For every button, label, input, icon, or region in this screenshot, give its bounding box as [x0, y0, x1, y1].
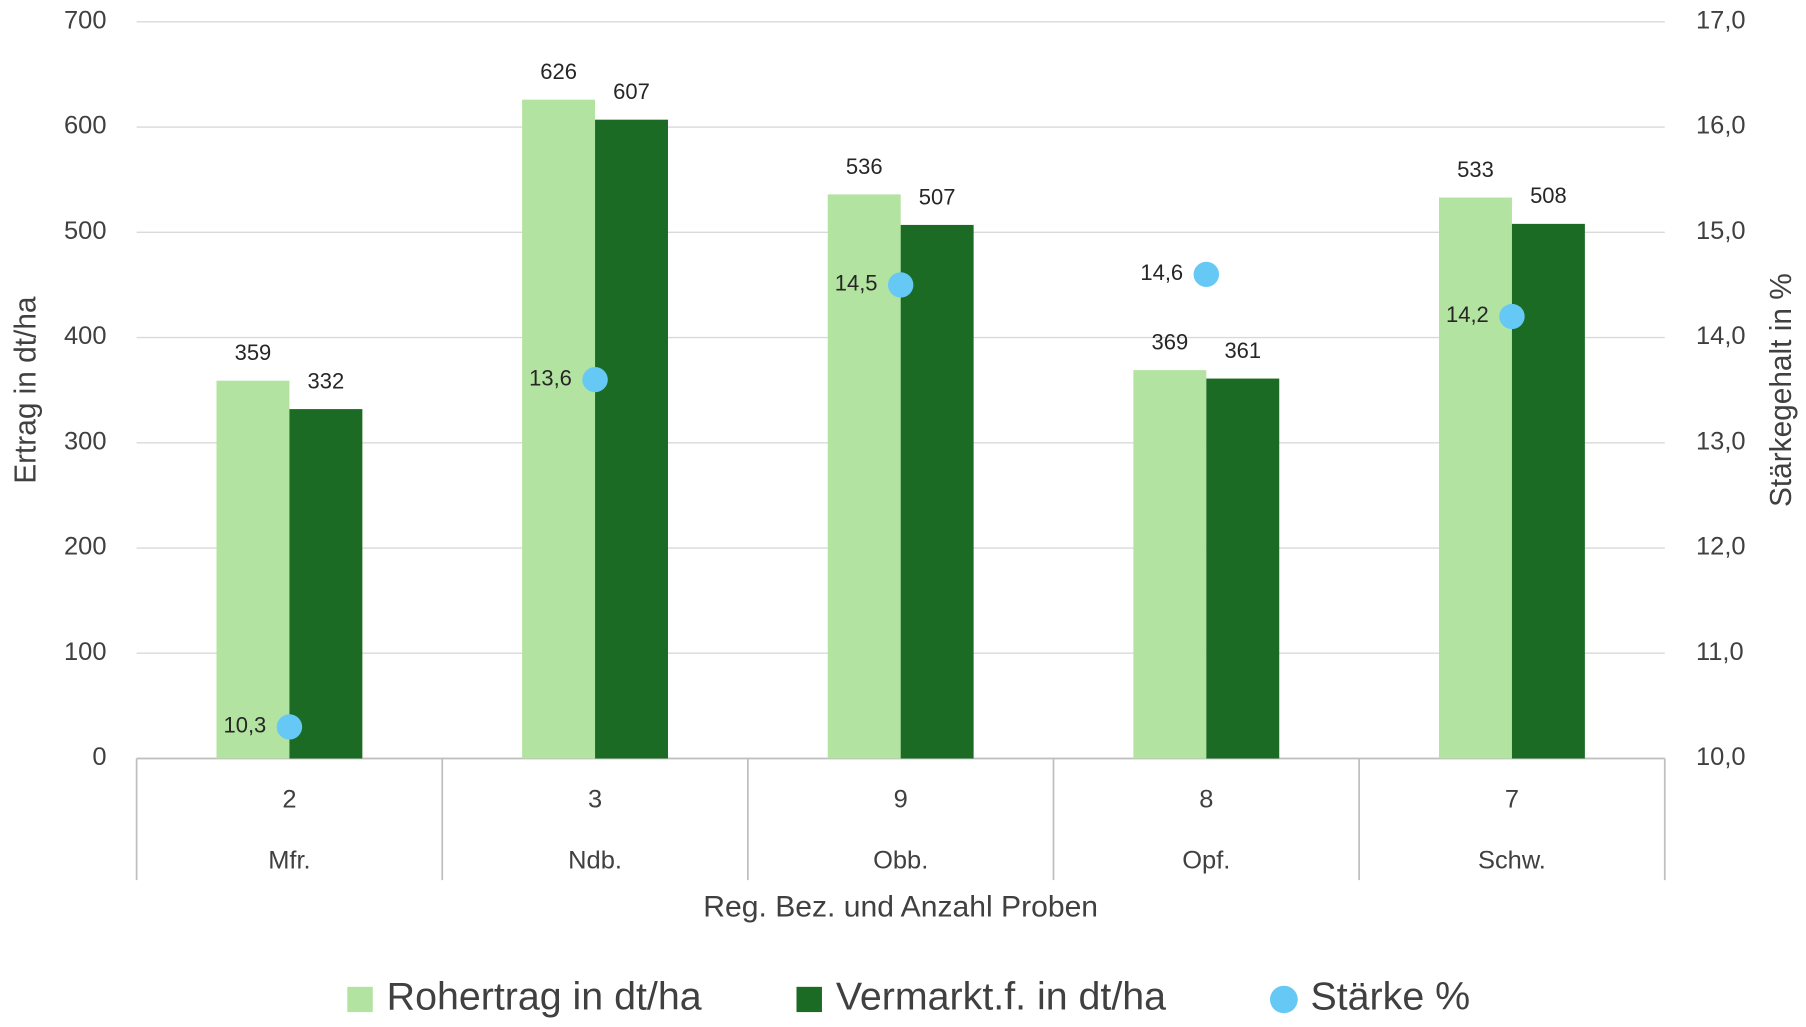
y2-tick-label: 14,0 [1696, 322, 1746, 350]
y2-tick-label: 12,0 [1696, 533, 1746, 561]
data-label: 10,3 [224, 713, 267, 738]
x-tick-label: 8 [1199, 786, 1213, 814]
x-group-label: Obb. [873, 847, 928, 875]
x-tick-label: 9 [894, 786, 908, 814]
x-tick-label: 3 [588, 786, 602, 814]
x-group-label: Opf. [1182, 847, 1230, 875]
y2-tick-label: 17,0 [1696, 7, 1746, 35]
legend-label: Vermarkt.f. in dt/ha [836, 976, 1166, 1019]
bar [1439, 197, 1512, 759]
y-tick-label: 0 [92, 743, 106, 771]
y-tick-label: 500 [64, 217, 106, 245]
legend-swatch [796, 986, 822, 1013]
y2-tick-label: 13,0 [1696, 428, 1746, 456]
y2-tick-label: 10,0 [1696, 743, 1746, 771]
data-label: 14,5 [835, 271, 878, 296]
y2-tick-label: 16,0 [1696, 112, 1746, 140]
data-label: 626 [540, 59, 577, 84]
y2-axis-title: Stärkegehalt in % [1765, 273, 1798, 507]
y-tick-label: 700 [64, 7, 106, 35]
y2-tick-label: 11,0 [1696, 638, 1744, 666]
y-tick-label: 600 [64, 112, 106, 140]
point [276, 714, 303, 740]
data-label: 533 [1457, 157, 1494, 182]
y-axis-title: Ertrag in dt/ha [10, 296, 43, 484]
bar [522, 99, 596, 759]
y-tick-label: 200 [64, 533, 106, 561]
data-label: 361 [1224, 338, 1261, 363]
y2-tick-label: 15,0 [1696, 217, 1746, 245]
x-tick-label: 2 [282, 786, 296, 814]
x-group-label: Mfr. [268, 847, 310, 875]
y-tick-label: 300 [64, 428, 106, 456]
bar [900, 224, 974, 759]
bar [216, 380, 290, 759]
point [887, 272, 914, 298]
legend-swatch [1269, 985, 1298, 1014]
x-axis-title: Reg. Bez. und Anzahl Proben [703, 891, 1098, 924]
data-label: 13,6 [529, 365, 572, 390]
legend-label: Rohertrag in dt/ha [387, 976, 702, 1019]
data-label: 14,2 [1446, 302, 1489, 327]
bar [595, 119, 668, 759]
y-tick-label: 400 [64, 322, 106, 350]
bar [1133, 370, 1207, 759]
data-label: 369 [1152, 330, 1189, 355]
bar [289, 409, 363, 759]
bar [1511, 223, 1585, 759]
y-tick-label: 100 [64, 638, 106, 666]
point [1193, 261, 1220, 288]
bar [1206, 378, 1280, 759]
data-label: 507 [919, 184, 956, 209]
legend-swatch [347, 986, 373, 1013]
x-group-label: Ndb. [568, 847, 622, 875]
data-label: 607 [613, 79, 650, 104]
x-tick-label: 7 [1505, 786, 1519, 814]
data-label: 508 [1530, 183, 1567, 208]
point [582, 366, 608, 393]
data-label: 359 [235, 340, 272, 365]
x-group-label: Schw. [1478, 847, 1546, 875]
data-label: 332 [308, 369, 345, 394]
point [1499, 303, 1525, 330]
legend-label: Stärke % [1311, 976, 1471, 1019]
data-label: 536 [846, 154, 883, 179]
data-label: 14,6 [1140, 260, 1183, 285]
